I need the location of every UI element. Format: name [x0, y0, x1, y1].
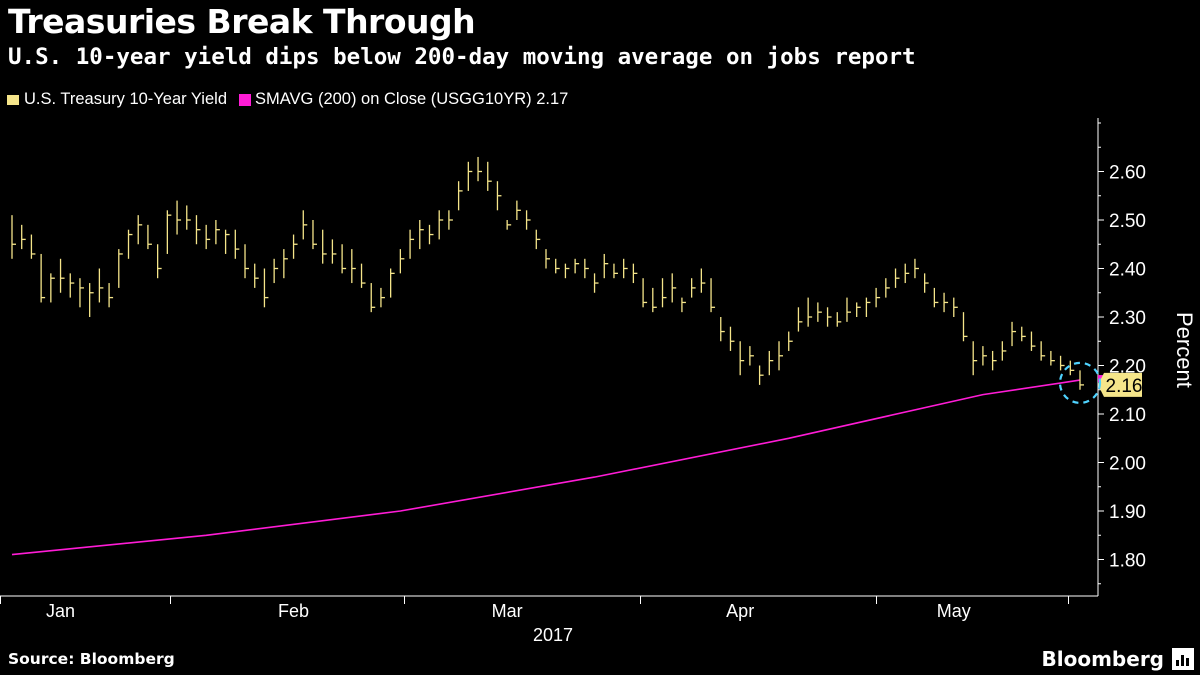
y-tick-label: 1.90 [1109, 502, 1146, 523]
y-tick-label: 2.30 [1109, 308, 1146, 329]
y-tick-label: 2.20 [1109, 357, 1146, 378]
chart-title: Treasuries Break Through [8, 2, 476, 41]
y-tick-label: 2.60 [1109, 163, 1146, 184]
source-note: Source: Bloomberg [8, 650, 175, 668]
legend-item-treasury-yield: U.S. Treasury 10-Year Yield [6, 90, 227, 109]
highlight-circle [1058, 361, 1102, 404]
y-tick-label: 1.80 [1109, 551, 1146, 572]
y-tick-label: 2.50 [1109, 211, 1146, 232]
legend-label-treasury-yield: U.S. Treasury 10-Year Yield [24, 90, 227, 108]
x-axis-year-label: 2017 [533, 625, 573, 645]
y-axis-title: Percent [1172, 312, 1197, 388]
chart-subtitle: U.S. 10-year yield dips below 200-day mo… [8, 44, 916, 70]
bloomberg-chart-icon [1172, 648, 1194, 670]
bloomberg-logo: Bloomberg [1041, 647, 1164, 671]
last-value-flag [1098, 372, 1142, 397]
x-tick-label: Jan [46, 601, 75, 621]
sma-line [11, 379, 1081, 556]
legend-label-sma: SMAVG (200) on Close (USGG10YR) 2.17 [255, 90, 569, 108]
legend-item-sma: SMAVG (200) on Close (USGG10YR) 2.17 [239, 90, 568, 109]
y-tick-label: 2.40 [1109, 260, 1146, 281]
x-tick-label: Apr [726, 601, 754, 621]
x-tick-label: May [937, 601, 971, 621]
y-tick-label: 2.00 [1109, 454, 1146, 475]
x-tick-label: Feb [278, 601, 309, 621]
sma-swatch-icon [239, 93, 251, 106]
chart-legend: U.S. Treasury 10-Year Yield SMAVG (200) … [6, 90, 580, 109]
ohlc-bar-icon [7, 94, 19, 105]
y-tick-label: 2.10 [1109, 405, 1146, 426]
last-value-label: 2.16 [1106, 376, 1143, 397]
x-tick-label: Mar [492, 601, 523, 621]
